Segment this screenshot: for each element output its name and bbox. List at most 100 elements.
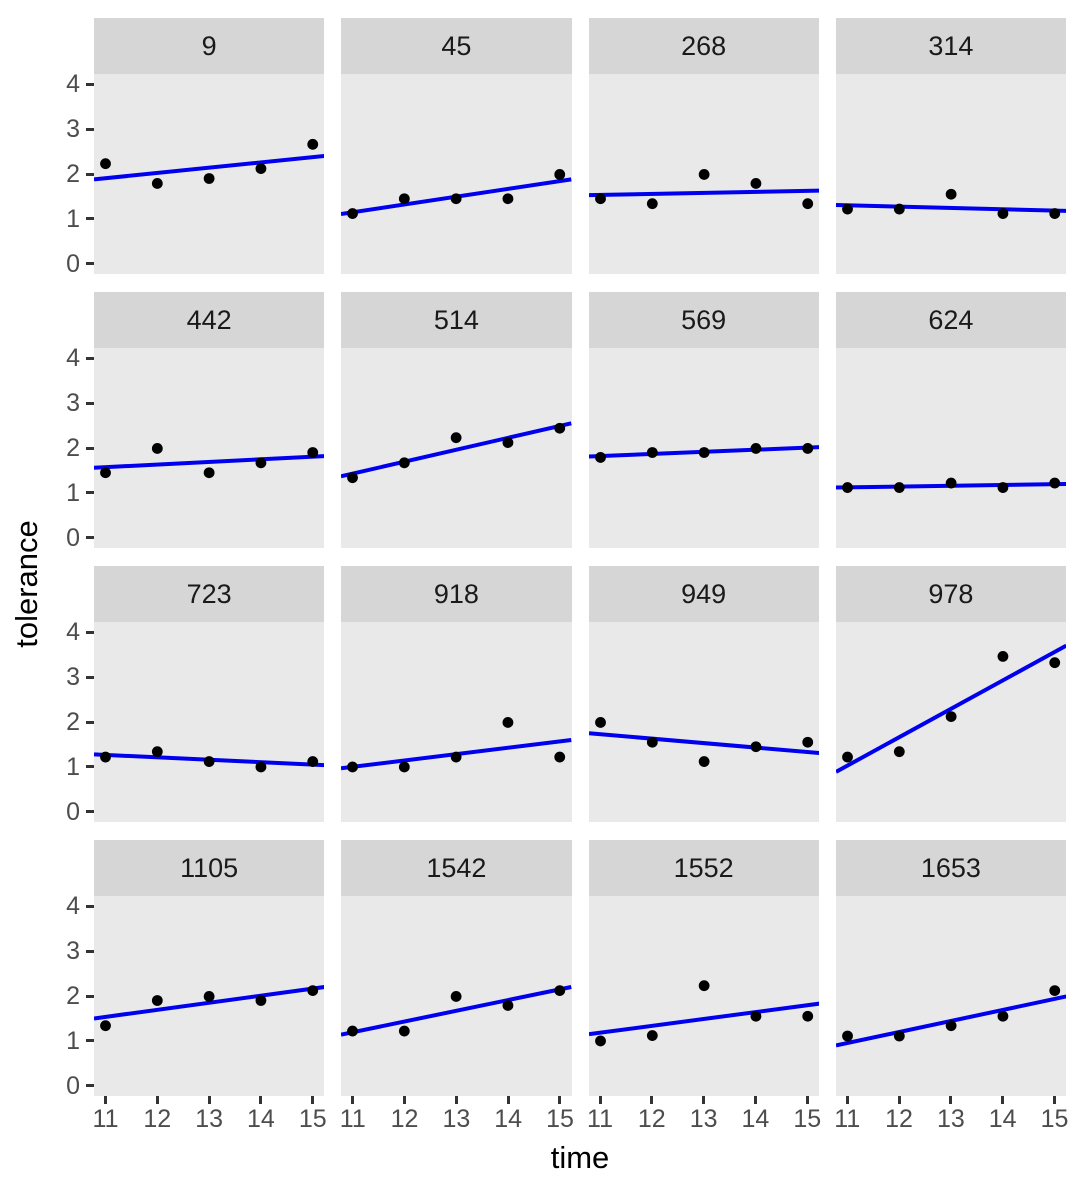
y-tick-mark (86, 1084, 94, 1088)
y-tick-mark (86, 491, 94, 495)
y-tick-mark (86, 82, 94, 86)
x-tick-mark (805, 1096, 809, 1104)
facet-strip-label: 1105 (180, 852, 239, 883)
y-tick-mark (86, 262, 94, 266)
facet-624: 624 (835, 292, 1066, 548)
y-tick-label: 2 (66, 708, 80, 736)
facet-strip: 9 (94, 18, 325, 74)
x-tick-mark (753, 1096, 757, 1104)
facet-strip-label: 45 (441, 30, 472, 61)
y-tick-label: 3 (66, 663, 80, 692)
y-tick-label: 1 (66, 752, 80, 781)
x-tick-label: 15 (546, 1105, 574, 1133)
trend-line (94, 154, 325, 182)
data-point (347, 472, 359, 484)
data-point (450, 991, 462, 1002)
x-tick-label: 14 (247, 1105, 275, 1133)
y-tick-mark (86, 536, 94, 540)
facet-strip-label: 949 (681, 578, 727, 609)
data-point (945, 1020, 957, 1032)
facet-569: 569 (588, 292, 819, 548)
data-point (502, 717, 514, 728)
x-axis-title: time (550, 1140, 610, 1175)
facet-plot-area (341, 622, 572, 822)
data-point (255, 163, 267, 175)
facet-918: 918 (341, 566, 572, 822)
data-point (307, 756, 319, 767)
facet-strip-label: 723 (186, 578, 232, 609)
y-tick-label: 1 (66, 1026, 80, 1055)
data-point (347, 1025, 359, 1037)
facet-strip-label: 442 (186, 304, 232, 335)
facet-723: 723 (94, 566, 325, 822)
facet-9: 9 (94, 18, 325, 274)
data-point (945, 188, 957, 200)
y-tick-mark (86, 401, 94, 405)
data-point (698, 447, 710, 458)
data-point (750, 443, 761, 454)
trend-line (341, 421, 572, 479)
data-point (646, 198, 658, 210)
data-point (594, 717, 606, 728)
x-tick-mark (845, 1096, 849, 1104)
data-point (151, 178, 163, 189)
data-point (347, 208, 359, 219)
x-tick-label: 13 (936, 1105, 965, 1133)
facet-strip-label: 1552 (673, 852, 734, 883)
data-point (255, 457, 267, 469)
facet-plot-area (835, 622, 1066, 822)
facet-978: 978 (835, 566, 1066, 822)
data-point (502, 1000, 514, 1011)
data-point (347, 761, 359, 773)
data-point (698, 756, 710, 767)
y-tick-mark (86, 630, 94, 634)
facet-plot-area (588, 74, 819, 274)
data-point (750, 178, 761, 189)
data-point (997, 208, 1009, 219)
facet-1542: 1542 (341, 840, 572, 1096)
data-point (203, 173, 215, 184)
x-tick-mark (104, 1096, 107, 1104)
y-tick-label: 4 (66, 344, 80, 373)
data-point (203, 756, 215, 767)
x-tick-mark (1052, 1096, 1056, 1104)
facet-strip: 918 (341, 566, 572, 622)
y-tick-label: 2 (66, 434, 80, 462)
facet-plot-area (94, 896, 325, 1096)
y-tick-mark (86, 720, 94, 724)
x-tick-mark (702, 1096, 706, 1104)
facet-1653: 1653 (835, 840, 1066, 1096)
data-point (945, 477, 957, 489)
data-point (399, 1025, 410, 1037)
facet-strip-label: 9 (201, 30, 217, 61)
data-point (554, 422, 566, 434)
x-tick-mark (1001, 1096, 1005, 1104)
facet-strip: 314 (835, 18, 1066, 74)
x-tick-label: 14 (494, 1105, 523, 1133)
data-point (997, 482, 1009, 493)
trend-line (588, 731, 819, 756)
x-tick-mark (558, 1096, 562, 1104)
data-point (554, 169, 566, 180)
y-tick-label: 3 (66, 115, 80, 144)
facet-strip: 514 (341, 292, 572, 348)
facet-strip-label: 314 (928, 30, 974, 61)
x-tick-mark (311, 1096, 315, 1104)
x-tick-mark (351, 1096, 355, 1104)
data-point (399, 761, 410, 773)
facet-strip: 1653 (835, 840, 1066, 896)
facet-strip: 978 (835, 566, 1066, 622)
data-point (997, 650, 1009, 662)
x-tick-label: 12 (637, 1105, 666, 1133)
y-tick-mark (86, 356, 94, 360)
facet-strip: 723 (94, 566, 325, 622)
x-tick-label: 14 (741, 1105, 770, 1133)
y-tick-mark (86, 446, 94, 450)
facet-grid: 9 45 268 314 442 514 569 624 723 918 949 978 1105 154… (94, 18, 1066, 1096)
data-point (151, 443, 163, 454)
facet-strip-label: 1653 (920, 852, 981, 883)
data-point (698, 980, 710, 992)
x-tick-label: 13 (442, 1105, 471, 1133)
y-tick-label: 4 (66, 70, 80, 99)
x-tick-mark (403, 1096, 407, 1104)
